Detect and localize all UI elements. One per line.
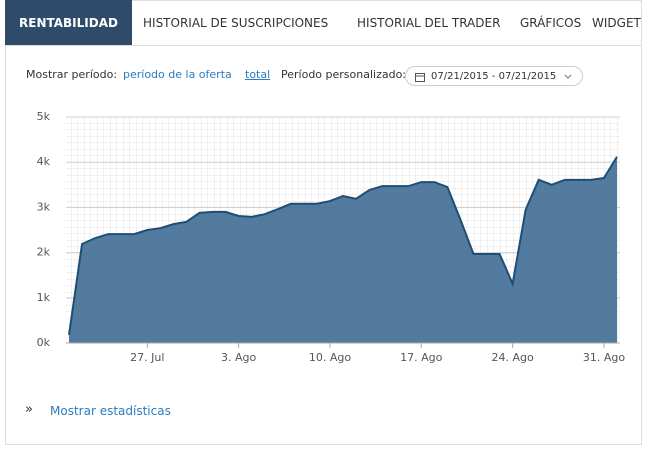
x-tick-label: 10. Ago: [309, 351, 351, 364]
y-tick-label: 0k: [37, 336, 51, 349]
area-line: [68, 156, 618, 336]
chevron-icon: »: [25, 402, 33, 417]
stats-link[interactable]: Mostrar estadísticas: [50, 404, 171, 418]
offer-link[interactable]: período de la oferta: [123, 68, 232, 81]
tab[interactable]: HISTORIAL DEL TRADER: [357, 16, 501, 30]
x-tick-label: 27. Jul: [130, 351, 164, 364]
custom-label: Período personalizado:: [281, 68, 407, 81]
x-tick-label: 3. Ago: [221, 351, 256, 364]
chart: 0k 1k 2k 3k 4k 5k 27. Jul 3. Ago 10. Ago 17. Ago 2…: [37, 110, 626, 364]
area-fill: [69, 156, 617, 343]
period-label: Mostrar período:: [26, 68, 118, 81]
total-link[interactable]: total: [245, 68, 271, 81]
y-tick-label: 2k: [37, 246, 51, 259]
x-tick-label: 17. Ago: [400, 351, 442, 364]
y-tick-label: 5k: [37, 110, 51, 123]
panel: [5, 0, 642, 445]
tab[interactable]: GRÁFICOS: [520, 16, 582, 30]
y-tick-label: 1k: [37, 291, 51, 304]
tab[interactable]: WIDGET: [592, 16, 641, 30]
tab[interactable]: RENTABILIDAD: [5, 0, 132, 45]
date-range: 07/21/2015 - 07/21/2015: [431, 71, 557, 82]
calendar-icon: [415, 73, 425, 82]
tab[interactable]: HISTORIAL DE SUSCRIPCIONES: [143, 16, 329, 30]
date-picker[interactable]: 07/21/2015 - 07/21/2015: [405, 66, 583, 86]
x-tick-label: 24. Ago: [492, 351, 534, 364]
x-tick-label: 31. Ago: [583, 351, 625, 364]
chevron: [564, 74, 572, 79]
y-tick-label: 3k: [37, 200, 51, 213]
tab-bar: RENTABILIDAD HISTORIAL DE SUSCRIPCIONES …: [5, 0, 642, 46]
y-tick-label: 4k: [37, 155, 51, 168]
